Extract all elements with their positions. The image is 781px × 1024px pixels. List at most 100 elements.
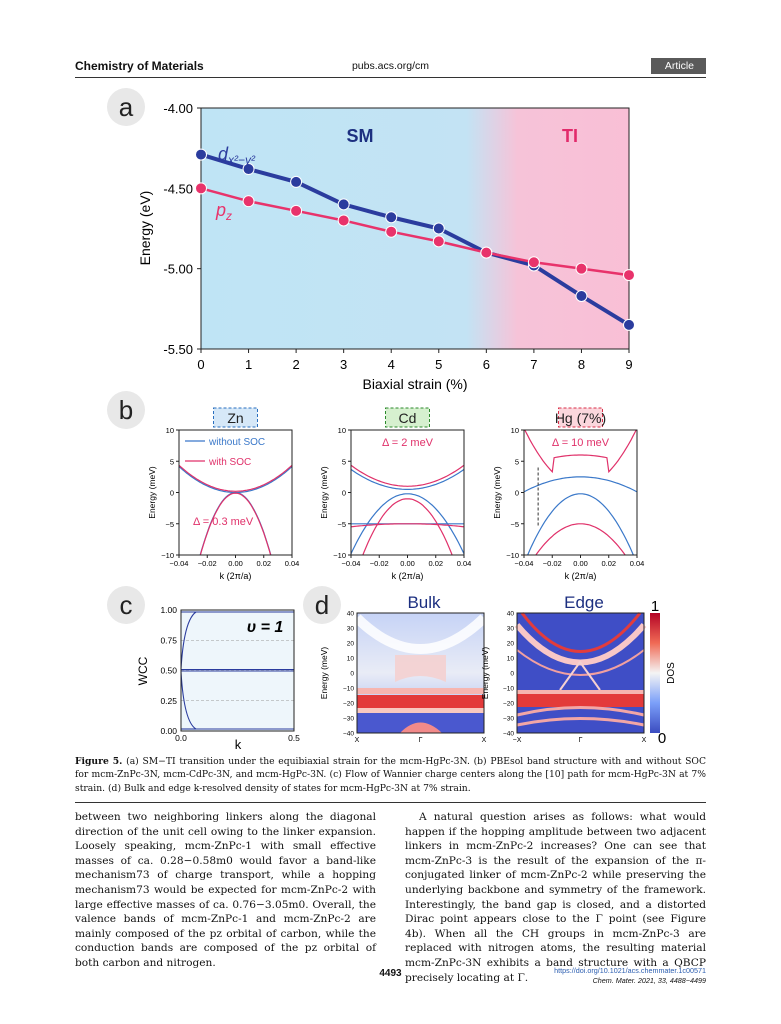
- data-point-dx2y2: [623, 318, 635, 331]
- band-ytick-label: 5: [342, 457, 346, 466]
- chart-a-ytick-label: -5.00: [163, 262, 193, 277]
- band-with-soc: [362, 498, 453, 555]
- chart-a-xtick-label: 1: [245, 357, 252, 372]
- dos-ytick-label: −20: [343, 701, 354, 708]
- dos-ytick-label: 0: [350, 671, 354, 678]
- svg-text:a: a: [119, 92, 134, 122]
- body-column-left: between two neighboring linkers along th…: [75, 811, 376, 969]
- chart-a: SM TI 0 1 2 3 4 5 6 7 8 9 -4.00 -4.50 -5.00 -5.50 dx²…: [137, 101, 635, 392]
- band-xtick-label: −0.02: [543, 559, 562, 568]
- dos-ytick-label: 10: [347, 656, 355, 663]
- band-ytick-label: 0: [342, 489, 346, 498]
- band-ytick-label: 10: [338, 426, 346, 435]
- wcc-ytick-label: 0.50: [160, 666, 177, 676]
- band-xlabel: k (2π/a): [220, 571, 252, 581]
- data-point-pz: [290, 204, 303, 217]
- wcc-curve: [180, 611, 197, 670]
- data-point-dx2y2: [242, 163, 255, 176]
- series-label-pz: pz: [215, 200, 232, 223]
- chart-a-frame: [200, 107, 630, 350]
- bulk-dos-heatmap: [353, 613, 488, 733]
- journal-url[interactable]: pubs.acs.org/cm: [351, 60, 430, 72]
- edge-ylabel: Energy (meV): [480, 647, 490, 700]
- dos-colorbar: [650, 613, 660, 733]
- chart-a-ylabel: Energy (eV): [137, 191, 153, 266]
- caption-label: Figure 5.: [75, 756, 123, 767]
- band-with-soc: [199, 492, 272, 555]
- band-ylabel: Energy (meV): [319, 466, 329, 519]
- data-point-dx2y2: [290, 175, 303, 188]
- band-ytick-label: 0: [515, 489, 519, 498]
- data-point-pz: [242, 195, 255, 208]
- band-xtick-label: 0.00: [400, 559, 415, 568]
- bulk-title: Bulk: [407, 593, 441, 612]
- band-curves: [524, 430, 637, 555]
- dos-ytick-label: 30: [347, 626, 355, 633]
- edge-frame: [516, 612, 645, 734]
- page-number: 4493: [379, 968, 402, 979]
- dos-xtick-label: Γ: [579, 737, 583, 744]
- chart-d: Bulk Edge 1 0: [319, 593, 677, 747]
- citation: Chem. Mater. 2021, 33, 4488−4499: [592, 975, 706, 985]
- dos-ytick-label: −30: [343, 716, 354, 723]
- chart-a-xtick-label: 0: [197, 357, 204, 372]
- band-without-soc: [351, 468, 464, 490]
- band-panel-0: Zn −0.04 −0.02 0.00 0.02 0.04 10 5 0 −5 −10 k (2π/a…: [147, 407, 299, 581]
- series-label-dx2y2: dx²−y²: [218, 144, 256, 167]
- series-line-pz: [200, 187, 630, 277]
- band-panel-1: Cd −0.04 −0.02 0.00 0.02 0.04 10 5 0 −5 −10 k (2π/a…: [319, 407, 471, 581]
- band-curves: [351, 464, 464, 555]
- wcc-frame: [180, 609, 295, 732]
- data-point-pz: [575, 262, 588, 275]
- band-ytick-label: 5: [170, 457, 174, 466]
- colorbar-max: 1: [651, 598, 659, 615]
- band-ytick-label: 5: [515, 457, 519, 466]
- band-panel-title-box: [385, 407, 430, 428]
- wcc-ylabel: WCC: [136, 656, 150, 685]
- chart-a-xtick-label: 4: [388, 357, 395, 372]
- dos-ytick-label: 30: [507, 626, 515, 633]
- legend-with-soc: with SOC: [208, 457, 251, 468]
- dos-ytick-label: 10: [507, 656, 515, 663]
- journal-name[interactable]: Chemistry of Materials: [75, 59, 204, 73]
- svg-text:b: b: [119, 395, 133, 425]
- band-ytick-label: −5: [337, 520, 346, 529]
- dos-ytick-label: −10: [503, 686, 514, 693]
- wcc-xtick-label: 0.5: [288, 733, 300, 743]
- band-panel-title: Cd: [399, 410, 417, 426]
- data-point-dx2y2: [432, 222, 445, 235]
- dos-xtick-label: X: [642, 737, 647, 744]
- dos-xtick-label: X: [482, 737, 487, 744]
- band-xlabel: k (2π/a): [565, 571, 597, 581]
- chart-a-xtick-label: 9: [625, 357, 632, 372]
- chart-a-xtick-label: 7: [530, 357, 537, 372]
- band-without-soc: [526, 493, 635, 555]
- dos-xtick-label: −X: [513, 737, 522, 744]
- doi-link[interactable]: https://doi.org/10.1021/acs.chemmater.1c…: [554, 966, 706, 975]
- edge-title: Edge: [564, 593, 604, 612]
- band-with-soc: [179, 464, 292, 492]
- band-with-soc: [351, 523, 464, 528]
- band-with-soc: [535, 523, 626, 555]
- header-rule: [75, 77, 706, 78]
- doi-block: https://doi.org/10.1021/acs.chemmater.1c…: [554, 966, 706, 985]
- band-xtick-label: 0.02: [601, 559, 616, 568]
- chart-a-xtick-label: 5: [435, 357, 442, 372]
- wcc-ytick-label: 0.75: [160, 635, 177, 645]
- svg-text:c: c: [120, 590, 133, 620]
- band-xtick-label: −0.04: [170, 559, 189, 568]
- data-point-pz: [337, 214, 350, 227]
- figure-5: a b c d SM TI 0 1 2 3 4 5 6 7 8 9 -4.00 -4.50 -5.00 -…: [107, 88, 677, 752]
- band-xtick-label: 0.00: [573, 559, 588, 568]
- soc-gap-label: Δ = 2 meV: [382, 437, 434, 449]
- chart-a-background: [201, 108, 629, 349]
- figure-caption: Figure 5. (a) SM−TI transition under the…: [75, 755, 706, 795]
- dos-ytick-label: 0: [510, 671, 514, 678]
- page-header: Chemistry of Materials pubs.acs.org/cm A…: [75, 58, 706, 76]
- dos-ytick-label: −30: [503, 716, 514, 723]
- data-point-pz: [195, 182, 207, 195]
- data-point-dx2y2: [337, 198, 350, 211]
- soc-gap-label: Δ = 10 meV: [552, 437, 610, 449]
- chart-a-xtick-label: 3: [340, 357, 347, 372]
- wcc-ytick-label: 1.00: [160, 605, 177, 615]
